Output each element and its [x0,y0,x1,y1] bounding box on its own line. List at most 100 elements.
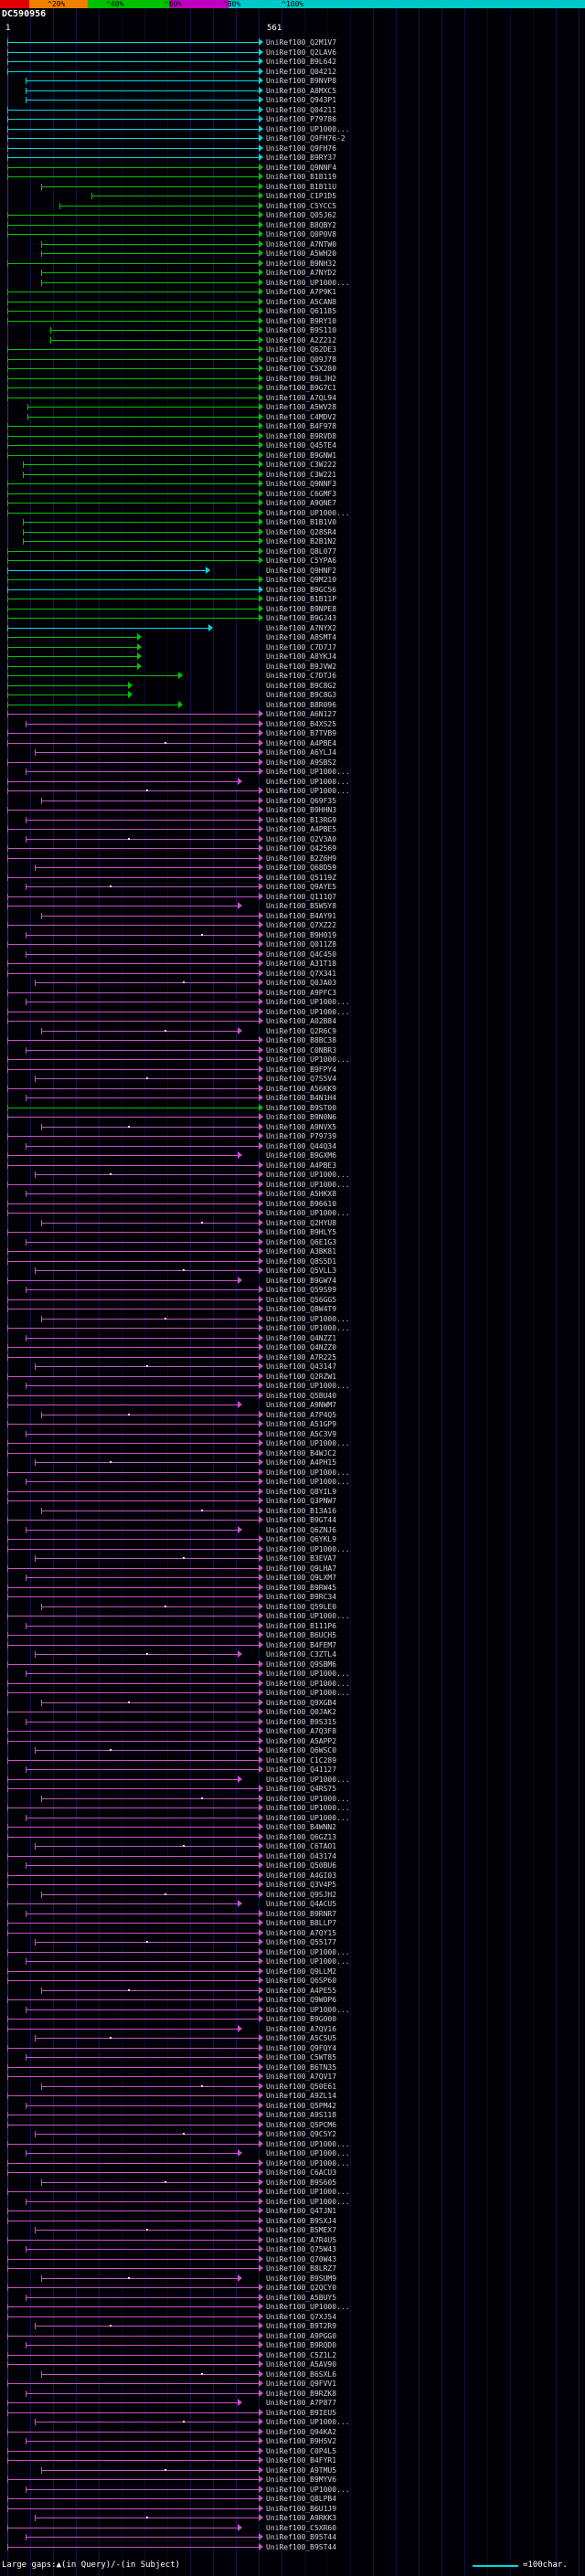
alignment-bar[interactable] [7,925,259,926]
hit-accession-label[interactable]: UniRef100_UP1000... [266,2158,350,2168]
alignment-bar[interactable] [7,1356,259,1358]
alignment-bar[interactable] [26,723,259,725]
alignment-bar[interactable] [7,262,259,264]
alignment-bar[interactable] [7,1855,259,1857]
alignment-bar[interactable] [7,1490,259,1492]
hit-accession-label[interactable]: UniRef100_A5APP2 [266,1736,337,1745]
hit-accession-label[interactable]: UniRef100_Q50E61 [266,2082,337,2091]
alignment-bar[interactable] [26,2153,238,2154]
hit-accession-label[interactable]: UniRef100_Q4C450 [266,949,337,959]
hit-accession-label[interactable]: UniRef100_UP1000... [266,1468,350,1477]
alignment-bar[interactable] [7,2354,259,2356]
hit-accession-label[interactable]: UniRef100_Q0JA03 [266,979,337,987]
alignment-bar[interactable] [41,1126,259,1128]
hit-accession-label[interactable]: UniRef100_Q5119Z [266,873,337,882]
alignment-bar[interactable] [7,2383,259,2384]
hit-accession-label[interactable]: UniRef100_UP1000... [266,1670,350,1678]
alignment-bar[interactable] [7,1251,259,1252]
hit-accession-label[interactable]: UniRef100_B13RG9 [266,815,337,824]
hit-accession-label[interactable]: UniRef100_C6GMF3 [266,489,337,498]
alignment-bar[interactable] [7,810,259,811]
hit-accession-label[interactable]: UniRef100_B9RVD8 [266,431,337,440]
hit-accession-label[interactable]: UniRef100_B2Z6H9 [266,853,337,863]
hit-accession-label[interactable]: UniRef100_C0P4L5 [266,2446,337,2455]
hit-accession-label[interactable]: UniRef100_B111P6 [266,1621,337,1630]
alignment-bar[interactable] [35,1558,259,1559]
alignment-bar[interactable] [7,675,178,676]
alignment-bar[interactable] [7,2258,259,2260]
hit-accession-label[interactable]: UniRef100_A7R4U5 [266,2235,337,2244]
alignment-bar[interactable] [26,1097,259,1098]
hit-accession-label[interactable]: UniRef100_UP1000... [266,124,350,133]
hit-accession-label[interactable]: UniRef100_A7QV17 [266,2072,337,2081]
hit-accession-label[interactable]: UniRef100_C5X280 [266,365,337,373]
hit-accession-label[interactable]: UniRef100_UP1000... [266,998,350,1006]
hit-accession-label[interactable]: UniRef100_C5YPA6 [266,557,337,565]
alignment-bar[interactable] [7,991,259,993]
hit-accession-label[interactable]: UniRef100_B9N0N6 [266,1113,337,1121]
hit-accession-label[interactable]: UniRef100_B9RNR7 [266,1909,337,1918]
alignment-bar[interactable] [7,2335,259,2337]
hit-accession-label[interactable]: UniRef100_UP1000... [266,1544,350,1553]
hit-accession-label[interactable]: UniRef100_A7QV16 [266,2024,337,2033]
hit-accession-label[interactable]: UniRef100_Q94KA2 [266,2427,337,2436]
alignment-bar[interactable] [7,61,259,62]
hit-accession-label[interactable]: UniRef100_B3EVA7 [266,1554,337,1563]
alignment-bar[interactable] [7,1692,259,1693]
hit-accession-label[interactable]: UniRef100_B9RY10 [266,316,337,325]
hit-accession-label[interactable]: UniRef100_Q111Q7 [266,892,337,901]
alignment-bar[interactable] [7,1827,259,1828]
hit-accession-label[interactable]: UniRef100_Q70W43 [266,2254,337,2263]
hit-accession-label[interactable]: UniRef100_Q943P1 [266,96,337,104]
alignment-bar[interactable] [7,109,259,111]
alignment-bar[interactable] [26,2249,259,2250]
alignment-bar[interactable] [26,886,259,887]
hit-accession-label[interactable]: UniRef100_B9GT44 [266,1516,337,1524]
alignment-bar[interactable] [41,2373,259,2375]
hit-accession-label[interactable]: UniRef100_A9NWM7 [266,1401,337,1409]
hit-accession-label[interactable]: UniRef100_UP1000... [266,1171,350,1179]
alignment-bar[interactable] [7,1087,259,1089]
alignment-bar[interactable] [26,771,259,772]
hit-accession-label[interactable]: UniRef100_UP1000... [266,2005,350,2014]
hit-accession-label[interactable]: UniRef100_B9S315 [266,1717,337,1726]
hit-accession-label[interactable]: UniRef100_Q2LAV6 [266,48,337,57]
alignment-bar[interactable] [41,281,259,283]
alignment-bar[interactable] [26,2009,259,2010]
alignment-bar[interactable] [7,1644,259,1646]
alignment-bar[interactable] [59,205,259,207]
alignment-bar[interactable] [7,1471,259,1473]
hit-accession-label[interactable]: UniRef100_UP1000... [266,1775,350,1784]
alignment-bar[interactable] [7,1452,259,1454]
hit-accession-label[interactable]: UniRef100_Q9LHA7 [266,1564,337,1573]
alignment-bar[interactable] [26,2441,259,2442]
alignment-bar[interactable] [7,387,259,388]
hit-accession-label[interactable]: UniRef100_Q9FQY4 [266,2043,337,2052]
hit-accession-label[interactable]: UniRef100_UP1000... [266,1382,350,1390]
alignment-bar[interactable] [7,627,208,629]
hit-accession-label[interactable]: UniRef100_B9G7C1 [266,384,337,392]
hit-accession-label[interactable]: UniRef100_B6U1J9 [266,2504,337,2513]
hit-accession-label[interactable]: UniRef100_Q69F35 [266,796,337,805]
alignment-bar[interactable] [35,1750,259,1751]
hit-accession-label[interactable]: UniRef100_A7NTW0 [266,239,337,249]
alignment-bar[interactable] [7,1347,259,1348]
alignment-bar[interactable] [7,1213,259,1214]
hit-accession-label[interactable]: UniRef100_Q4RS75 [266,1785,337,1793]
alignment-bar[interactable] [7,1778,238,1780]
hit-accession-label[interactable]: UniRef100_A9QNE7 [266,499,337,507]
alignment-bar[interactable] [7,2402,238,2403]
hit-accession-label[interactable]: UniRef100_B9GNW1 [266,451,337,460]
alignment-bar[interactable] [7,1951,259,1953]
alignment-bar[interactable] [35,982,259,983]
alignment-bar[interactable] [7,2191,259,2192]
alignment-bar[interactable] [41,1030,238,1032]
alignment-bar[interactable] [41,243,259,245]
alignment-bar[interactable] [7,1155,238,1156]
hit-accession-label[interactable]: UniRef100_A4PH15 [266,1458,337,1467]
hit-accession-label[interactable]: UniRef100_UP1000... [266,768,350,776]
hit-accession-label[interactable]: UniRef100_Q7XZ22 [266,921,337,929]
hit-accession-label[interactable]: UniRef100_A7P877 [266,2399,337,2407]
hit-accession-label[interactable]: UniRef100_Q04211 [266,105,337,114]
hit-accession-label[interactable]: UniRef100_B9SUM9 [266,2274,337,2283]
